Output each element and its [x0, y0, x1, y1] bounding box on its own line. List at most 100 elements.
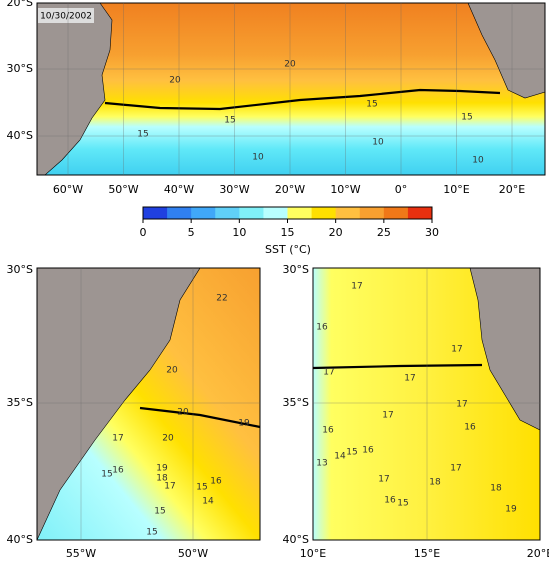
lon-label: 10°E	[443, 183, 469, 196]
lon-label: 0°	[395, 183, 408, 196]
lat-label: 40°S	[7, 533, 33, 546]
contour-label: 20	[169, 76, 181, 86]
left-map	[36, 267, 261, 541]
lon-label: 15°E	[414, 547, 440, 560]
contour-label: 17	[112, 434, 123, 444]
contour-label: 16	[316, 323, 328, 333]
contour-label: 17	[351, 282, 362, 292]
lon-label: 10°W	[330, 183, 360, 196]
contour-label: 20	[162, 434, 174, 444]
contour-label: 20	[284, 60, 296, 70]
contour-label: 17	[164, 482, 175, 492]
colorbar-tick-label: 30	[425, 226, 439, 239]
contour-label: 17	[450, 464, 461, 474]
contour-label: 10	[252, 153, 264, 163]
contour-label: 17	[323, 368, 334, 378]
contour-label: 15	[137, 130, 148, 140]
contour-label: 19	[238, 419, 250, 429]
lon-label: 30°W	[219, 183, 249, 196]
contour-label: 15	[224, 116, 235, 126]
colorbar-swatch	[287, 207, 313, 219]
colorbar-tick-label: 0	[140, 226, 147, 239]
contour-label: 16	[210, 477, 222, 487]
contour-label: 19	[505, 505, 517, 515]
contour-label: 17	[456, 400, 467, 410]
colorbar-tick-label: 25	[377, 226, 391, 239]
colorbar-swatch	[191, 207, 216, 219]
lat-label: 35°S	[283, 396, 309, 409]
lon-label: 50°W	[178, 547, 208, 560]
transect	[139, 406, 261, 429]
contour-label: 15	[346, 448, 357, 458]
lat-label: 30°S	[7, 62, 33, 75]
contour-label: 19	[156, 464, 168, 474]
colorbar-swatch	[143, 207, 168, 219]
contour-label: 18	[156, 474, 168, 484]
contour-label: 16	[362, 446, 374, 456]
lon-label: 20°W	[275, 183, 305, 196]
land	[36, 267, 201, 541]
colorbar-label: SST (°C)	[265, 243, 311, 256]
contour-label: 15	[397, 499, 408, 509]
lat-label: 35°S	[7, 396, 33, 409]
lon-label: 20°E	[527, 547, 549, 560]
contour-label: 16	[112, 466, 124, 476]
contour-label: 15	[101, 470, 112, 480]
contour-label: 20	[166, 366, 178, 376]
lat-label: 30°S	[283, 263, 309, 276]
colorbar-swatch	[239, 207, 264, 219]
contour-label: 13	[316, 459, 327, 469]
lon-label: 60°W	[53, 183, 83, 196]
contour-label: 16	[384, 496, 396, 506]
contour-label: 17	[378, 475, 389, 485]
contour-label: 15	[196, 483, 207, 493]
frame	[36, 267, 261, 541]
transect	[312, 363, 483, 370]
contour-label: 15	[461, 113, 472, 123]
top-map: 10/30/2002	[36, 2, 546, 176]
date: 10/30/2002	[40, 12, 92, 22]
contour-label: 17	[382, 411, 393, 421]
lon-label: 20°E	[499, 183, 525, 196]
lon-label: 10°E	[300, 547, 326, 560]
lon-label: 55°W	[66, 547, 96, 560]
ocean	[37, 3, 545, 175]
contour-label: 17	[404, 374, 415, 384]
frame	[36, 2, 546, 176]
colorbar-swatch	[215, 207, 240, 219]
lat-label: 20°S	[7, 0, 33, 9]
colorbar-tick-label: 15	[281, 226, 295, 239]
colorbar-tick-label: 20	[329, 226, 343, 239]
transect	[104, 88, 501, 111]
contour-label: 22	[216, 294, 227, 304]
colorbar-swatch	[167, 207, 192, 219]
contour-label: 15	[366, 100, 377, 110]
colorbar-tick-label: 10	[232, 226, 246, 239]
lon-label: 50°W	[108, 183, 138, 196]
contour-label: 16	[322, 426, 334, 436]
colorbar-swatch	[311, 207, 337, 219]
contour-label: 14	[334, 452, 346, 462]
lat-label: 40°S	[7, 129, 33, 142]
colorbar-swatch	[335, 207, 361, 219]
contour-label: 17	[451, 345, 462, 355]
contour-label: 18	[490, 484, 502, 494]
colorbar-swatch	[407, 207, 433, 219]
lon-label: 40°W	[164, 183, 194, 196]
colorbar-swatch	[263, 207, 288, 219]
contour-label: 18	[429, 478, 441, 488]
colorbar-tick-label: 5	[188, 226, 195, 239]
contour-label: 16	[464, 423, 476, 433]
contour-label: 15	[154, 507, 165, 517]
colorbar-swatch	[359, 207, 385, 219]
lat-label: 30°S	[7, 263, 33, 276]
frame	[312, 267, 541, 541]
date-box	[38, 8, 94, 23]
contour-label: 14	[202, 497, 214, 507]
contour-label: 15	[146, 528, 157, 538]
contour-label: 10	[472, 156, 484, 166]
contour-label: 20	[177, 408, 189, 418]
contour-label: 10	[372, 138, 384, 148]
lat-label: 40°S	[283, 533, 309, 546]
